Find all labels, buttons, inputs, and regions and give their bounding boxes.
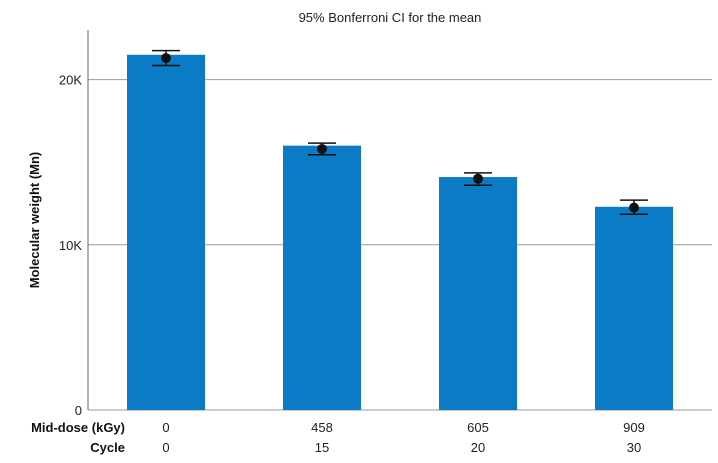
mean-point (629, 202, 639, 213)
x-tick-label: 30 (627, 440, 641, 455)
y-tick-labels: 0 10K 20K (59, 73, 82, 418)
mean-point (317, 143, 327, 154)
x-row-label: Cycle (90, 440, 125, 455)
bar (595, 206, 673, 410)
x-tick-label: 0 (162, 440, 169, 455)
bars (127, 54, 673, 411)
y-axis-label: Molecular weight (Mn) (27, 152, 42, 289)
chart-title: 95% Bonferroni CI for the mean (299, 10, 482, 25)
mean-point (161, 53, 171, 64)
y-tick-label: 0 (75, 403, 82, 418)
y-tick-label: 20K (59, 73, 82, 88)
x-row-label: Mid-dose (kGy) (31, 420, 125, 435)
y-tick-label: 10K (59, 238, 82, 253)
x-tick-label: 605 (467, 420, 489, 435)
confidence-intervals (152, 49, 648, 215)
x-tick-label: 0 (162, 420, 169, 435)
mean-point (473, 173, 483, 184)
x-category-rows: Mid-dose (kGy) 0 458 605 909 Cycle 0 15 20 30 (31, 420, 645, 455)
bar (127, 54, 205, 411)
x-tick-label: 909 (623, 420, 645, 435)
x-tick-label: 20 (471, 440, 485, 455)
x-tick-label: 15 (315, 440, 329, 455)
bar (439, 177, 517, 410)
bar (283, 145, 361, 411)
x-tick-label: 458 (311, 420, 333, 435)
